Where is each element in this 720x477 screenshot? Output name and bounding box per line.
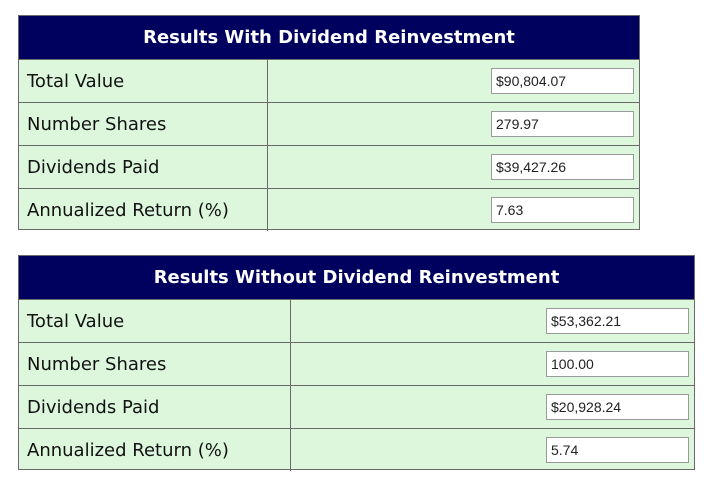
row-label: Number Shares xyxy=(27,353,167,375)
column-divider xyxy=(267,103,268,145)
row-label: Number Shares xyxy=(27,113,167,135)
column-divider xyxy=(290,386,291,428)
table-row: Dividends Paid $39,427.26 xyxy=(19,145,639,188)
table-row: Number Shares 100.00 xyxy=(19,342,694,385)
row-label: Dividends Paid xyxy=(27,396,160,418)
row-label: Total Value xyxy=(27,70,125,92)
table-row: Annualized Return (%) 7.63 xyxy=(19,188,639,231)
table-header: Results With Dividend Reinvestment xyxy=(19,16,639,59)
value-field[interactable]: 279.97 xyxy=(491,111,634,137)
value-field[interactable]: 100.00 xyxy=(546,351,689,377)
results-table: Results With Dividend Reinvestment Total … xyxy=(18,15,640,231)
column-divider xyxy=(290,300,291,342)
value-field[interactable]: 5.74 xyxy=(546,437,689,463)
row-label: Annualized Return (%) xyxy=(27,439,229,461)
table-header: Results Without Dividend Reinvestment xyxy=(19,256,694,299)
table-row: Total Value $90,804.07 xyxy=(19,59,639,102)
row-label: Total Value xyxy=(27,310,125,332)
value-field[interactable]: 7.63 xyxy=(491,197,634,223)
value-field[interactable]: $53,362.21 xyxy=(546,308,689,334)
column-divider xyxy=(267,60,268,102)
column-divider xyxy=(267,146,268,188)
column-divider xyxy=(267,189,268,231)
table-row: Dividends Paid $20,928.24 xyxy=(19,385,694,428)
column-divider xyxy=(290,343,291,385)
value-field[interactable]: $90,804.07 xyxy=(491,68,634,94)
row-label: Annualized Return (%) xyxy=(27,199,229,221)
results-table: Results Without Dividend Reinvestment Tot… xyxy=(18,255,695,471)
value-field[interactable]: $39,427.26 xyxy=(491,154,634,180)
column-divider xyxy=(290,429,291,471)
table-row: Number Shares 279.97 xyxy=(19,102,639,145)
table-row: Annualized Return (%) 5.74 xyxy=(19,428,694,471)
table-row: Total Value $53,362.21 xyxy=(19,299,694,342)
row-label: Dividends Paid xyxy=(27,156,160,178)
value-field[interactable]: $20,928.24 xyxy=(546,394,689,420)
